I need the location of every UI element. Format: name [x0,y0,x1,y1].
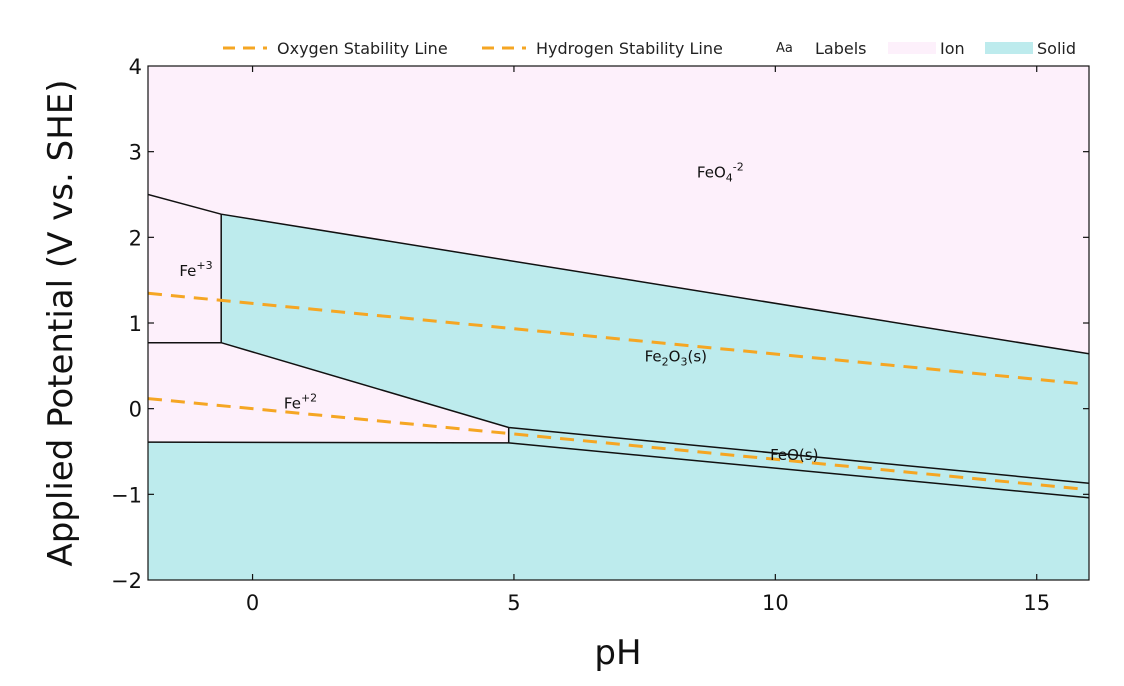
legend: Oxygen Stability Line Hydrogen Stability … [223,39,1076,58]
boundaries-layer [148,193,1089,499]
y-tick-label: −1 [111,483,142,507]
region-label-fe2o3-s-: Fe2O3(s) [645,348,707,369]
ticks-layer: 0 5 10 15 −2 −1 0 1 2 3 4 [111,55,1089,615]
region-label-fe-2: Fe+2 [284,392,317,413]
legend-item-hydrogen-stability-line: Hydrogen Stability Line [482,39,723,58]
legend-item-ion: Ion [888,39,965,58]
y-tick-label: −2 [111,569,142,593]
y-tick-label: 0 [129,398,142,422]
legend-label: Solid [1037,39,1076,58]
legend-swatch [985,42,1033,54]
y-tick-label: 2 [129,226,142,250]
legend-label: Ion [940,39,965,58]
region-label-feo4-2: FeO4-2 [697,160,744,184]
x-tick-label: 5 [507,591,520,615]
legend-item-labels: Aa Labels [776,39,867,58]
phase-boundary-2 [148,341,1089,484]
legend-label: Labels [815,39,867,58]
legend-item-solid: Solid [985,39,1076,58]
legend-item-oxygen-stability-line: Oxygen Stability Line [223,39,448,58]
legend-label: Hydrogen Stability Line [536,39,723,58]
y-tick-label: 1 [129,312,142,336]
region-labels-layer: FeO4-2 Fe+3 Fe2O3(s) Fe+2 FeO(s) [179,160,818,464]
region-label-feo-s-: FeO(s) [770,446,818,464]
y-tick-label: 3 [129,141,142,165]
x-tick-label: 0 [246,591,259,615]
y-axis-title: Applied Potential (V vs. SHE) [41,79,81,566]
oxygen-stability-line [148,291,1079,385]
regions-layer [148,66,1089,580]
y-tick-label: 4 [129,55,142,79]
legend-swatch: Aa [776,41,793,56]
legend-label: Oxygen Stability Line [277,39,448,58]
region-label-fe-3: Fe+3 [179,259,212,280]
legend-swatch [888,42,936,54]
hydrogen-stability-line [148,397,1079,491]
x-tick-label: 10 [762,591,789,615]
stability-lines-layer [148,291,1079,491]
phase-boundary-4 [148,441,1089,499]
x-tick-label: 15 [1023,591,1050,615]
x-axis-title: pH [594,633,641,673]
